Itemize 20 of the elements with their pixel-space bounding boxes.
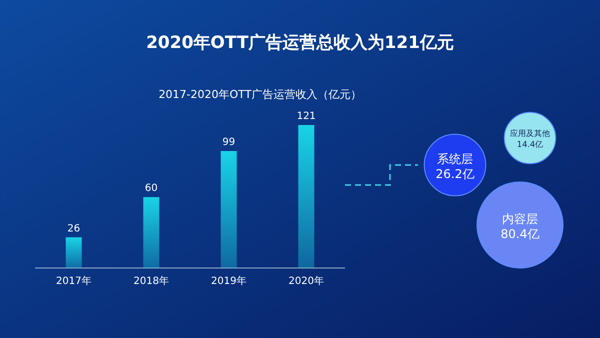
data-label: 121	[296, 111, 316, 122]
chart-subtitle: 2017-2020年OTT广告运营收入（亿元）	[158, 88, 362, 101]
category-label: 内容层	[502, 212, 538, 226]
x-tick-label: 2020年	[288, 275, 324, 287]
data-label: 60	[144, 183, 158, 194]
bar	[66, 237, 82, 268]
chart-title: 2020年OTT广告运营总收入为121亿元	[146, 33, 454, 53]
x-tick-label: 2017年	[56, 275, 92, 287]
x-tick-label: 2019年	[211, 275, 246, 287]
data-label: 26	[67, 223, 80, 234]
data-label: 99	[222, 137, 236, 148]
category-label: 应用及其他	[510, 128, 550, 138]
category-label: 系统层	[437, 152, 473, 166]
x-tick-label: 2018年	[134, 275, 169, 287]
data-label: 80.4亿	[500, 227, 540, 241]
bar	[220, 151, 237, 268]
bar	[143, 197, 160, 268]
data-label: 14.4亿	[516, 139, 544, 150]
bar	[298, 125, 314, 268]
data-label: 26.2亿	[436, 167, 474, 181]
